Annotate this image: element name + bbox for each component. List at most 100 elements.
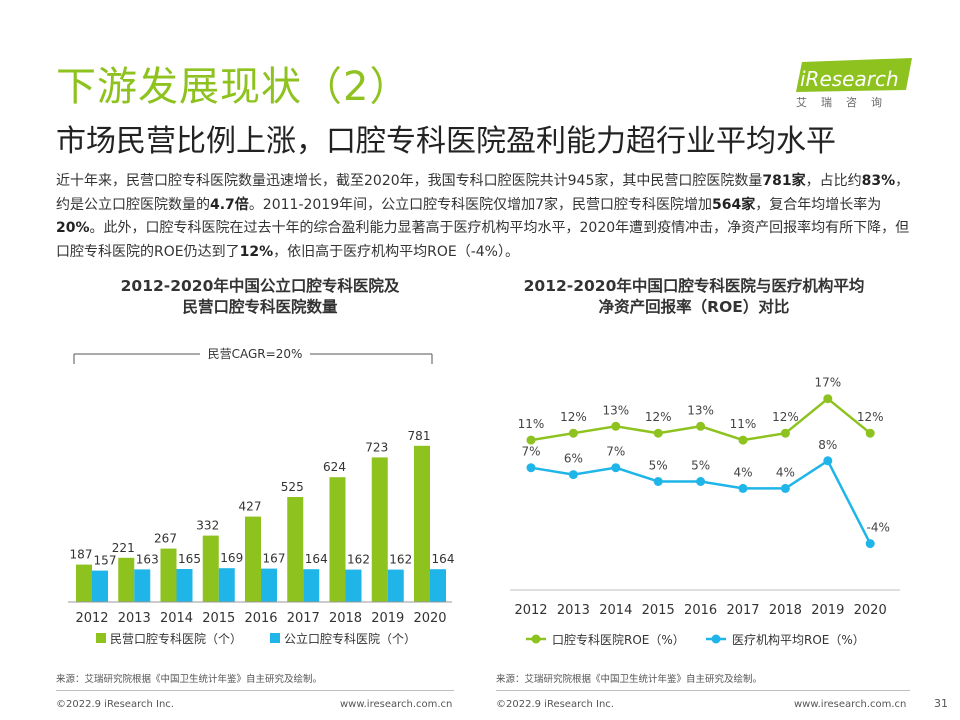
line-label-0-2020: 12% — [857, 410, 884, 424]
legend-dot-dental — [531, 634, 541, 644]
bar-label-public-2015: 169 — [220, 551, 243, 565]
bar-label-public-2017: 164 — [305, 552, 328, 566]
legend-label-average: 医疗机构平均ROE（%） — [732, 632, 865, 647]
line-label-0-2014: 13% — [602, 403, 629, 417]
line-legend: 口腔专科医院ROE（%） 医疗机构平均ROE（%） — [526, 632, 865, 647]
bar-public-2020 — [430, 569, 446, 602]
line-point-1-2015 — [653, 477, 663, 486]
line-point-0-2013 — [568, 428, 578, 438]
line-point-1-2016 — [696, 477, 706, 486]
line-point-0-2018 — [780, 428, 790, 438]
left-chart-title: 2012-2020年中国公立口腔专科医院及 民营口腔专科医院数量 — [120, 277, 400, 316]
line-label-1-2017: 4% — [733, 465, 752, 479]
line-point-1-2014 — [611, 463, 621, 473]
line-x-tick-2016: 2016 — [684, 603, 717, 618]
line-label-1-2020: -4% — [867, 521, 890, 535]
bar-x-tick-2018: 2018 — [329, 611, 362, 626]
footer-divider-right — [496, 690, 910, 691]
bar-x-tick-2015: 2015 — [202, 611, 235, 626]
line-point-0-2020 — [865, 428, 875, 438]
legend-swatch-public — [270, 633, 280, 643]
left-source-note: 来源：艾瑞研究院根据《中国卫生统计年鉴》自主研究及绘制。 — [56, 674, 323, 685]
bar-x-tick-2020: 2020 — [413, 611, 446, 626]
bar-public-2016 — [261, 568, 277, 602]
footer-copyright-left: ©2022.9 iResearch Inc. — [56, 699, 174, 710]
bar-public-2019 — [387, 569, 404, 602]
iresearch-logo: iResearch — [796, 58, 912, 92]
page-title: 下游发展现状（2） — [56, 64, 411, 110]
cagr-label: 民营CAGR=20% — [208, 347, 303, 361]
bar-private-2016 — [245, 516, 261, 602]
right-chart-title: 2012-2020年中国口腔专科医院与医疗机构平均 净资产回报率（ROE）对比 — [523, 277, 865, 316]
line-label-0-2016: 13% — [687, 403, 714, 417]
line-point-0-2019 — [823, 394, 833, 404]
bar-label-private-2014: 267 — [154, 532, 177, 546]
bar-public-2017 — [303, 569, 320, 602]
line-point-1-2017 — [738, 483, 748, 493]
logo-text: iResearch — [800, 67, 899, 91]
bar-public-2015 — [218, 568, 235, 602]
bar-x-tick-2016: 2016 — [244, 611, 277, 626]
legend-label-public: 公立口腔专科医院（个） — [284, 631, 416, 646]
bar-public-2013 — [134, 569, 151, 602]
footer-url-right[interactable]: www.iresearch.com.cn — [794, 699, 907, 710]
bar-x-tick-2014: 2014 — [160, 611, 193, 626]
legend-swatch-private — [96, 633, 106, 643]
bar-label-public-2013: 163 — [136, 552, 159, 566]
line-series-1 — [530, 458, 872, 545]
page-subtitle: 市场民营比例上涨，口腔专科医院盈利能力超行业平均水平 — [56, 124, 836, 159]
bar-label-private-2012: 187 — [70, 548, 93, 562]
footer-copyright-right: ©2022.9 iResearch Inc. — [496, 699, 614, 710]
bar-label-private-2020: 781 — [408, 429, 431, 443]
line-point-1-2019 — [823, 456, 833, 466]
bar-label-public-2014: 165 — [178, 552, 201, 566]
footer-divider-left — [56, 690, 454, 691]
cagr-label-bg — [200, 344, 310, 362]
bar-label-public-2018: 162 — [347, 553, 370, 567]
line-point-1-2020 — [865, 539, 875, 549]
right-source-note: 来源：艾瑞研究院根据《中国卫生统计年鉴》自主研究及绘制。 — [496, 674, 763, 685]
bar-label-public-2012: 157 — [94, 554, 117, 568]
line-x-tick-2014: 2014 — [599, 603, 632, 618]
bar-private-2018 — [329, 477, 346, 602]
line-point-0-2016 — [696, 421, 706, 431]
bar-label-public-2020: 164 — [432, 552, 455, 566]
bar-label-private-2019: 723 — [365, 440, 388, 454]
bar-x-tick-2017: 2017 — [287, 611, 320, 626]
line-label-0-2013: 12% — [560, 410, 587, 424]
line-label-0-2012: 11% — [518, 417, 545, 431]
bar-private-2020 — [414, 445, 430, 602]
bar-public-2018 — [345, 569, 362, 602]
line-label-1-2015: 5% — [649, 459, 668, 473]
bar-x-tick-2012: 2012 — [75, 611, 108, 626]
bar-private-2013 — [118, 557, 135, 602]
footer-url-left[interactable]: www.iresearch.com.cn — [340, 699, 453, 710]
bar-legend: 民营口腔专科医院（个） 公立口腔专科医院（个） — [96, 631, 416, 646]
line-point-0-2014 — [611, 421, 621, 431]
bar-label-public-2016: 167 — [263, 552, 286, 566]
legend-dot-average — [711, 634, 721, 644]
line-x-tick-2015: 2015 — [642, 603, 675, 618]
bar-x-tick-2019: 2019 — [371, 611, 404, 626]
line-label-1-2014: 7% — [606, 445, 625, 459]
line-point-0-2015 — [653, 428, 663, 438]
line-chart: 11% 12% 13% 12% 13% 11% 12% 17% 12% 7% 6% 7% 5% 5% 4% 4… — [510, 376, 900, 647]
bar-x-tick-2013: 2013 — [118, 611, 151, 626]
bar-private-2015 — [202, 535, 219, 602]
line-label-0-2015: 12% — [645, 410, 672, 424]
line-label-0-2018: 12% — [772, 410, 799, 424]
line-point-1-2018 — [780, 483, 790, 493]
cagr-annotation: 民营CAGR=20% — [73, 344, 433, 364]
line-label-1-2013: 6% — [564, 452, 583, 466]
line-label-0-2017: 11% — [730, 417, 757, 431]
bar-label-private-2013: 221 — [112, 541, 135, 555]
line-x-tick-2020: 2020 — [854, 603, 887, 618]
bar-public-2014 — [176, 569, 193, 602]
bar-label-private-2015: 332 — [196, 519, 219, 533]
bar-label-private-2018: 624 — [323, 460, 346, 474]
line-point-0-2012 — [526, 435, 536, 445]
line-x-tick-2013: 2013 — [557, 603, 590, 618]
line-label-1-2016: 5% — [691, 459, 710, 473]
line-label-1-2019: 8% — [818, 438, 837, 452]
